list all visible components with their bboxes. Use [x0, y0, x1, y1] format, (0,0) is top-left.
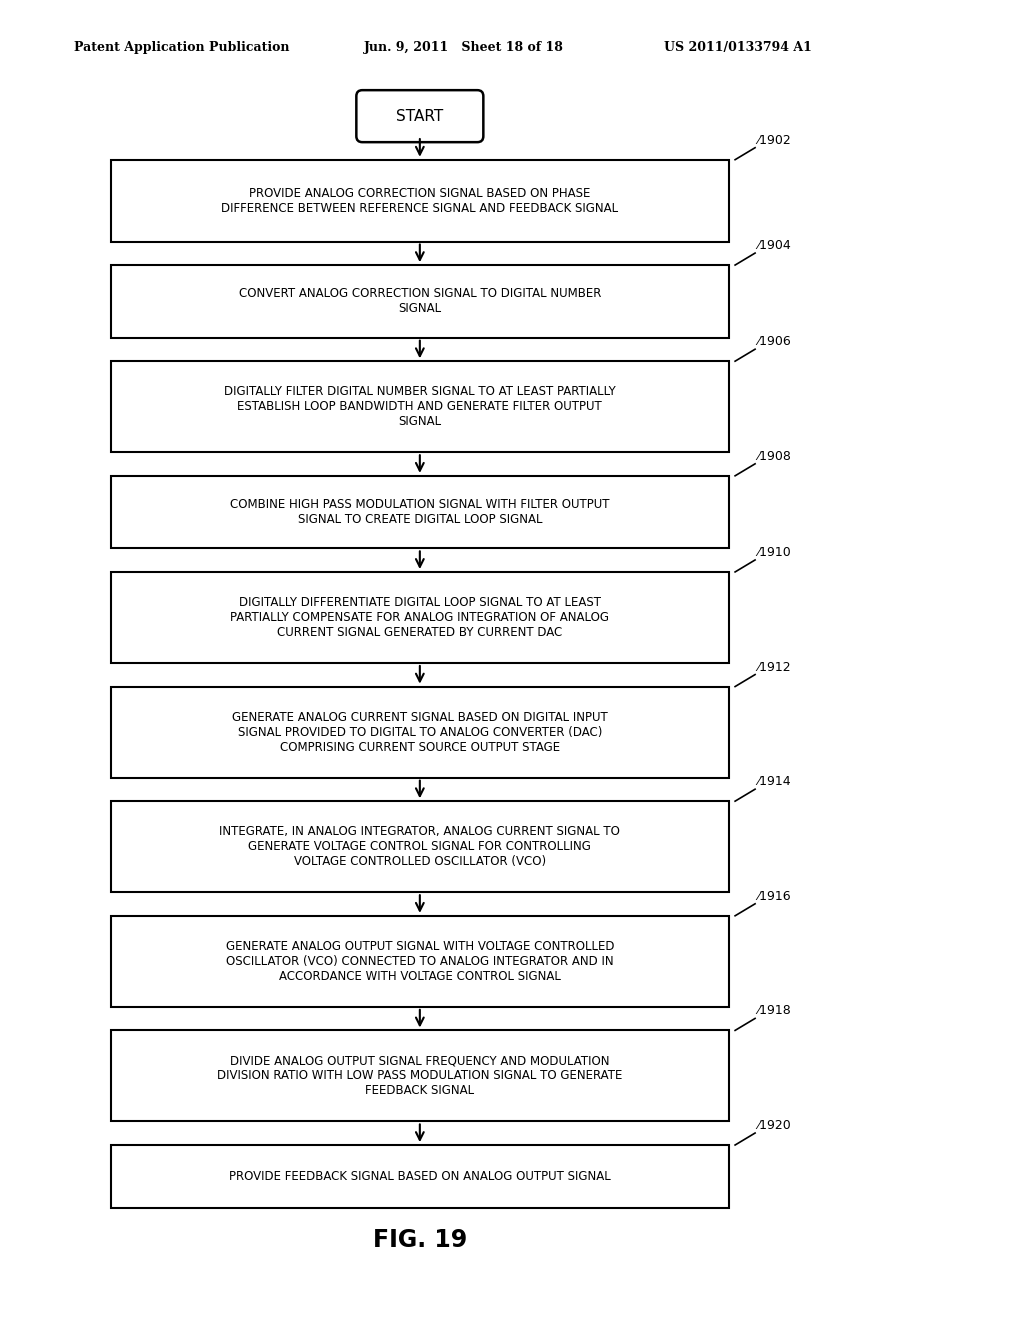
Text: INTEGRATE, IN ANALOG INTEGRATOR, ANALOG CURRENT SIGNAL TO: INTEGRATE, IN ANALOG INTEGRATOR, ANALOG … [219, 825, 621, 838]
Text: DIGITALLY DIFFERENTIATE DIGITAL LOOP SIGNAL TO AT LEAST: DIGITALLY DIFFERENTIATE DIGITAL LOOP SIG… [239, 597, 601, 609]
Text: PROVIDE FEEDBACK SIGNAL BASED ON ANALOG OUTPUT SIGNAL: PROVIDE FEEDBACK SIGNAL BASED ON ANALOG … [229, 1171, 610, 1183]
Text: SIGNAL PROVIDED TO DIGITAL TO ANALOG CONVERTER (DAC): SIGNAL PROVIDED TO DIGITAL TO ANALOG CON… [238, 726, 602, 739]
Text: FEEDBACK SIGNAL: FEEDBACK SIGNAL [366, 1085, 474, 1097]
Text: PARTIALLY COMPENSATE FOR ANALOG INTEGRATION OF ANALOG: PARTIALLY COMPENSATE FOR ANALOG INTEGRAT… [230, 611, 609, 624]
Bar [111, 160, 729, 242]
Text: GENERATE ANALOG CURRENT SIGNAL BASED ON DIGITAL INPUT: GENERATE ANALOG CURRENT SIGNAL BASED ON … [232, 710, 607, 723]
Text: CURRENT SIGNAL GENERATED BY CURRENT DAC: CURRENT SIGNAL GENERATED BY CURRENT DAC [278, 626, 562, 639]
Text: ⁄1906: ⁄1906 [757, 335, 791, 348]
Text: FIG. 19: FIG. 19 [373, 1228, 467, 1251]
Text: ESTABLISH LOOP BANDWIDTH AND GENERATE FILTER OUTPUT: ESTABLISH LOOP BANDWIDTH AND GENERATE FI… [238, 400, 602, 413]
Text: ⁄1904: ⁄1904 [757, 239, 791, 252]
FancyBboxPatch shape [356, 90, 483, 143]
Text: VOLTAGE CONTROLLED OSCILLATOR (VCO): VOLTAGE CONTROLLED OSCILLATOR (VCO) [294, 855, 546, 869]
Bar [111, 686, 729, 777]
Bar [111, 1144, 729, 1208]
Text: SIGNAL TO CREATE DIGITAL LOOP SIGNAL: SIGNAL TO CREATE DIGITAL LOOP SIGNAL [298, 513, 542, 527]
Bar [111, 1031, 729, 1122]
Text: ACCORDANCE WITH VOLTAGE CONTROL SIGNAL: ACCORDANCE WITH VOLTAGE CONTROL SIGNAL [279, 970, 561, 983]
Bar [111, 265, 729, 338]
Text: ⁄1902: ⁄1902 [757, 133, 791, 147]
Text: GENERATE ANALOG OUTPUT SIGNAL WITH VOLTAGE CONTROLLED: GENERATE ANALOG OUTPUT SIGNAL WITH VOLTA… [225, 940, 614, 953]
Text: DIGITALLY FILTER DIGITAL NUMBER SIGNAL TO AT LEAST PARTIALLY: DIGITALLY FILTER DIGITAL NUMBER SIGNAL T… [224, 385, 615, 399]
Bar [111, 916, 729, 1007]
Text: DIVIDE ANALOG OUTPUT SIGNAL FREQUENCY AND MODULATION: DIVIDE ANALOG OUTPUT SIGNAL FREQUENCY AN… [230, 1055, 609, 1068]
Bar [111, 475, 729, 548]
Text: OSCILLATOR (VCO) CONNECTED TO ANALOG INTEGRATOR AND IN: OSCILLATOR (VCO) CONNECTED TO ANALOG INT… [226, 954, 613, 968]
Text: GENERATE VOLTAGE CONTROL SIGNAL FOR CONTROLLING: GENERATE VOLTAGE CONTROL SIGNAL FOR CONT… [249, 841, 591, 853]
Bar [111, 572, 729, 663]
Text: ⁄1916: ⁄1916 [757, 890, 791, 903]
Text: US 2011/0133794 A1: US 2011/0133794 A1 [664, 41, 811, 54]
Text: Patent Application Publication: Patent Application Publication [74, 41, 289, 54]
Text: ⁄1910: ⁄1910 [757, 546, 791, 558]
Text: DIFFERENCE BETWEEN REFERENCE SIGNAL AND FEEDBACK SIGNAL: DIFFERENCE BETWEEN REFERENCE SIGNAL AND … [221, 202, 618, 215]
Text: ⁄1918: ⁄1918 [757, 1005, 791, 1018]
Text: ⁄1920: ⁄1920 [757, 1119, 791, 1133]
Text: SIGNAL: SIGNAL [398, 416, 441, 428]
Text: START: START [396, 108, 443, 124]
Text: PROVIDE ANALOG CORRECTION SIGNAL BASED ON PHASE: PROVIDE ANALOG CORRECTION SIGNAL BASED O… [249, 186, 591, 199]
Text: Jun. 9, 2011   Sheet 18 of 18: Jun. 9, 2011 Sheet 18 of 18 [364, 41, 563, 54]
Text: ⁄1914: ⁄1914 [757, 775, 791, 788]
Text: DIVISION RATIO WITH LOW PASS MODULATION SIGNAL TO GENERATE: DIVISION RATIO WITH LOW PASS MODULATION … [217, 1069, 623, 1082]
Text: COMPRISING CURRENT SOURCE OUTPUT STAGE: COMPRISING CURRENT SOURCE OUTPUT STAGE [280, 741, 560, 754]
Text: ⁄1912: ⁄1912 [757, 660, 791, 673]
Bar [111, 362, 729, 453]
Bar [111, 801, 729, 892]
Text: SIGNAL: SIGNAL [398, 302, 441, 315]
Text: CONVERT ANALOG CORRECTION SIGNAL TO DIGITAL NUMBER: CONVERT ANALOG CORRECTION SIGNAL TO DIGI… [239, 288, 601, 301]
Text: ⁄1908: ⁄1908 [757, 450, 791, 463]
Text: COMBINE HIGH PASS MODULATION SIGNAL WITH FILTER OUTPUT: COMBINE HIGH PASS MODULATION SIGNAL WITH… [230, 498, 609, 511]
